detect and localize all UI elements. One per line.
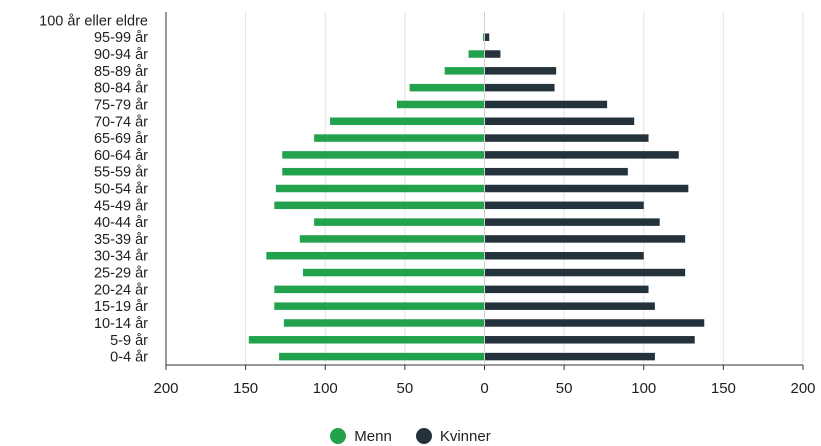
legend-item-menn[interactable]: Menn	[330, 428, 392, 445]
legend-marker-kvinner	[415, 428, 432, 444]
bar-menn-11	[282, 167, 485, 176]
x-tick-label-4: 0	[480, 380, 488, 397]
bar-menn-8	[314, 218, 485, 226]
bar-menn-10	[275, 184, 485, 193]
bar-menn-12	[282, 151, 485, 159]
category-label-19: 95-99 år	[94, 30, 148, 46]
bar-kvinner-11	[484, 167, 628, 176]
category-label-18: 90-94 år	[94, 47, 148, 63]
bar-menn-0	[279, 352, 485, 361]
x-tick-label-3: 50	[397, 380, 414, 397]
category-label-8: 40-44 år	[94, 215, 148, 231]
bar-menn-2	[283, 319, 485, 327]
x-tick-label-7: 150	[711, 380, 736, 397]
bar-menn-16	[409, 83, 485, 92]
bar-kvinner-8	[484, 218, 660, 226]
bar-kvinner-18	[484, 50, 501, 58]
bar-kvinner-6	[484, 251, 644, 260]
bar-kvinner-19	[484, 33, 490, 41]
bar-kvinner-16	[484, 83, 555, 92]
x-tick-label-1: 150	[233, 380, 258, 397]
category-label-10: 50-54 år	[94, 182, 148, 198]
category-label-3: 15-19 år	[94, 299, 148, 315]
legend-item-kvinner[interactable]: Kvinner	[415, 427, 491, 445]
bar-menn-17	[444, 67, 485, 75]
x-tick-label-8: 200	[790, 380, 815, 397]
bar-menn-7	[299, 235, 485, 243]
bar-menn-3	[274, 302, 485, 310]
legend-label-menn: Menn	[354, 427, 392, 445]
category-label-5: 25-29 år	[94, 266, 148, 282]
x-tick-labels: 200 150 100 50 0 50 100 150 200	[153, 380, 815, 397]
x-tick-label-5: 50	[556, 380, 573, 397]
bar-kvinner-7	[484, 235, 686, 243]
bar-menn-5	[302, 268, 485, 277]
legend-label-kvinner: Kvinner	[439, 427, 491, 445]
category-label-7: 35-39 år	[94, 232, 148, 248]
bar-menn-6	[266, 251, 485, 260]
bar-kvinner-2	[484, 319, 705, 327]
bar-menn-14	[330, 117, 485, 126]
bar-kvinner-10	[484, 184, 689, 193]
bar-menn-4	[274, 285, 485, 294]
bar-kvinner-1	[484, 336, 695, 344]
category-label-9: 45-49 år	[94, 198, 148, 214]
category-label-12: 60-64 år	[94, 148, 148, 164]
x-tick-label-2: 100	[313, 380, 338, 397]
bar-menn-15	[396, 100, 485, 109]
category-label-11: 55-59 år	[94, 165, 148, 181]
legend-marker-menn	[330, 428, 347, 444]
bar-menn-19	[482, 33, 485, 41]
bar-kvinner-13	[484, 134, 649, 142]
category-label-17: 85-89 år	[94, 64, 148, 80]
category-label-0: 0-4 år	[110, 350, 148, 366]
bar-kvinner-14	[484, 117, 635, 126]
bar-kvinner-12	[484, 151, 679, 159]
bars	[248, 33, 705, 361]
category-label-14: 70-74 år	[94, 114, 148, 130]
x-tick-label-6: 100	[631, 380, 656, 397]
category-label-13: 65-69 år	[94, 131, 148, 147]
bar-menn-13	[314, 134, 485, 142]
category-label-16: 80-84 år	[94, 81, 148, 97]
category-label-15: 75-79 år	[94, 97, 148, 113]
bar-kvinner-4	[484, 285, 649, 294]
category-label-2: 10-14 år	[94, 316, 148, 332]
bar-menn-1	[248, 336, 485, 344]
bar-kvinner-9	[484, 201, 644, 210]
category-label-4: 20-24 år	[94, 282, 148, 298]
bar-kvinner-0	[484, 352, 655, 361]
bar-menn-18	[468, 50, 485, 58]
bar-kvinner-5	[484, 268, 686, 277]
legend: Menn Kvinner	[0, 426, 821, 446]
category-label-20: 100 år eller eldre	[39, 13, 148, 29]
bar-menn-9	[274, 201, 485, 210]
bar-kvinner-15	[484, 100, 608, 109]
category-label-6: 30-34 år	[94, 249, 148, 265]
bar-kvinner-3	[484, 302, 655, 310]
category-label-1: 5-9 år	[110, 333, 148, 349]
axes	[165, 12, 804, 370]
x-tick-label-0: 200	[153, 380, 178, 397]
bar-kvinner-17	[484, 67, 557, 75]
